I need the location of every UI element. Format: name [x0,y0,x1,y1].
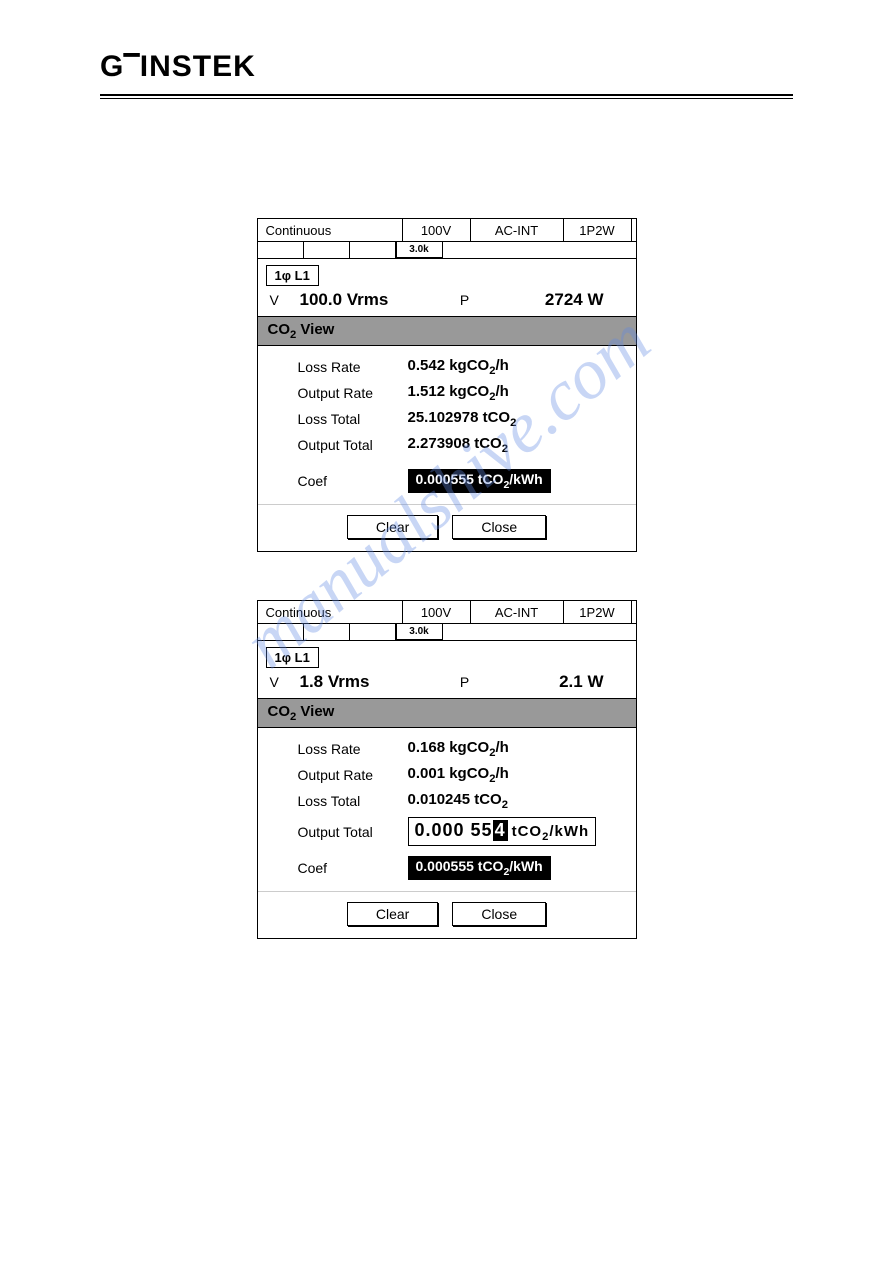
reading-p-label: P [440,674,490,690]
row-output-rate: Output Rate 0.001 kgCO2/h [298,762,626,788]
co2-table: Loss Rate 0.542 kgCO2/h Output Rate 1.51… [258,346,636,504]
label-output-total: Output Total [298,437,408,453]
row-loss-rate: Loss Rate 0.542 kgCO2/h [298,354,626,380]
status-end [632,601,644,623]
status-bar: Continuous 100V AC-INT 1P2W [258,601,636,624]
device-panel-2: Continuous 100V AC-INT 1P2W 3.0k 1φ L1 V… [257,600,637,939]
sub-status-bar: 3.0k [258,242,636,259]
status-mode: Continuous [258,601,403,623]
status-power: 3.0k [396,241,443,258]
button-row: Clear Close [258,504,636,551]
output-total-highlight: 4 [493,820,508,841]
label-output-total: Output Total [298,824,408,840]
row-output-total: Output Total 2.273908 tCO2 [298,432,626,458]
status-voltage: 100V [403,601,471,623]
brand-logo: G▔INSTEK [100,50,793,84]
row-coef: Coef 0.000555 tCO2/kWh [298,466,626,496]
button-row: Clear Close [258,891,636,938]
reading-v-value: 100.0 Vrms [300,290,440,310]
label-loss-total: Loss Total [298,411,408,427]
reading-p-value: 2.1 W [490,672,624,692]
sub-status-bar: 3.0k [258,624,636,641]
phase-channel-badge: 1φ L1 [266,647,319,668]
label-output-rate: Output Rate [298,385,408,401]
reading-p-value: 2724 W [490,290,624,310]
phase-channel-badge: 1φ L1 [266,265,319,286]
label-loss-total: Loss Total [298,793,408,809]
row-loss-total: Loss Total 0.010245 tCO2 [298,788,626,814]
co2-view-header: CO2 View [258,698,636,728]
reading-v-label: V [270,674,300,690]
status-ipw: 1P2W [564,219,632,241]
label-loss-rate: Loss Rate [298,359,408,375]
row-output-total: Output Total 0.000 554tCO2/kWh [298,814,626,849]
status-ipw: 1P2W [564,601,632,623]
status-end [632,219,644,241]
status-acint: AC-INT [471,601,564,623]
value-loss-total: 0.010245 tCO2 [408,791,509,811]
value-output-rate: 0.001 kgCO2/h [408,765,509,785]
value-loss-rate: 0.168 kgCO2/h [408,739,509,759]
reading-v-value: 1.8 Vrms [300,672,440,692]
row-loss-rate: Loss Rate 0.168 kgCO2/h [298,736,626,762]
value-output-total: 2.273908 tCO2 [408,435,509,455]
reading-row: V 100.0 Vrms P 2724 W [258,290,636,316]
status-acint: AC-INT [471,219,564,241]
label-coef: Coef [298,473,408,489]
page-header: G▔INSTEK [0,0,893,88]
label-loss-rate: Loss Rate [298,741,408,757]
value-output-rate: 1.512 kgCO2/h [408,383,509,403]
co2-view-header: CO2 View [258,316,636,346]
reading-v-label: V [270,292,300,308]
output-total-input[interactable]: 0.000 554tCO2/kWh [408,817,597,846]
clear-button[interactable]: Clear [347,515,438,539]
clear-button[interactable]: Clear [347,902,438,926]
reading-p-label: P [440,292,490,308]
status-voltage: 100V [403,219,471,241]
reading-row: V 1.8 Vrms P 2.1 W [258,672,636,698]
value-loss-total: 25.102978 tCO2 [408,409,517,429]
header-rule [100,94,793,99]
close-button[interactable]: Close [452,902,546,926]
label-output-rate: Output Rate [298,767,408,783]
value-coef[interactable]: 0.000555 tCO2/kWh [408,469,551,493]
close-button[interactable]: Close [452,515,546,539]
row-coef: Coef 0.000555 tCO2/kWh [298,853,626,883]
row-loss-total: Loss Total 25.102978 tCO2 [298,406,626,432]
label-coef: Coef [298,860,408,876]
status-power: 3.0k [396,623,443,640]
co2-table: Loss Rate 0.168 kgCO2/h Output Rate 0.00… [258,728,636,891]
row-output-rate: Output Rate 1.512 kgCO2/h [298,380,626,406]
output-total-pre: 0.000 55 [415,820,493,841]
device-panel-1: Continuous 100V AC-INT 1P2W 3.0k 1φ L1 V… [257,218,637,552]
value-loss-rate: 0.542 kgCO2/h [408,357,509,377]
status-bar: Continuous 100V AC-INT 1P2W [258,219,636,242]
status-mode: Continuous [258,219,403,241]
value-coef[interactable]: 0.000555 tCO2/kWh [408,856,551,880]
